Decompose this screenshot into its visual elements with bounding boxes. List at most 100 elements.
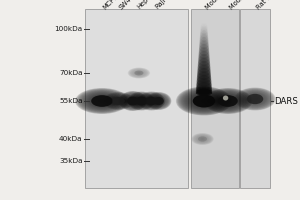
Text: 100kDa: 100kDa — [54, 26, 82, 32]
Ellipse shape — [154, 97, 164, 105]
Ellipse shape — [204, 88, 252, 114]
Ellipse shape — [199, 41, 209, 46]
Ellipse shape — [196, 81, 211, 86]
Ellipse shape — [196, 89, 212, 94]
Ellipse shape — [235, 88, 275, 110]
Ellipse shape — [204, 88, 252, 114]
Ellipse shape — [196, 83, 212, 88]
Ellipse shape — [176, 86, 232, 116]
Ellipse shape — [136, 97, 147, 105]
Ellipse shape — [147, 92, 171, 110]
Ellipse shape — [128, 92, 154, 110]
Bar — [85, 9, 188, 188]
Ellipse shape — [198, 64, 210, 69]
Ellipse shape — [198, 62, 210, 67]
Ellipse shape — [200, 36, 208, 41]
Ellipse shape — [128, 92, 154, 110]
Ellipse shape — [197, 69, 211, 74]
Text: Raji: Raji — [154, 0, 167, 10]
Text: Mouse liver: Mouse liver — [204, 0, 235, 10]
Ellipse shape — [198, 57, 210, 62]
Ellipse shape — [197, 74, 211, 79]
Ellipse shape — [198, 58, 210, 63]
Text: 35kDa: 35kDa — [59, 158, 82, 164]
Text: 55kDa: 55kDa — [59, 98, 82, 104]
Ellipse shape — [119, 91, 147, 111]
Ellipse shape — [119, 92, 146, 110]
Ellipse shape — [199, 44, 209, 49]
Ellipse shape — [197, 76, 211, 81]
Ellipse shape — [204, 88, 252, 114]
Ellipse shape — [205, 89, 251, 113]
Ellipse shape — [198, 55, 210, 60]
Ellipse shape — [193, 94, 215, 108]
Ellipse shape — [138, 92, 165, 110]
Ellipse shape — [76, 89, 128, 113]
Ellipse shape — [119, 91, 147, 111]
Ellipse shape — [197, 78, 211, 83]
Ellipse shape — [176, 87, 232, 115]
Ellipse shape — [76, 88, 129, 114]
Ellipse shape — [112, 97, 125, 105]
Ellipse shape — [146, 92, 172, 110]
Ellipse shape — [197, 72, 211, 77]
Ellipse shape — [197, 71, 211, 76]
Ellipse shape — [200, 38, 208, 43]
Ellipse shape — [200, 37, 208, 42]
Ellipse shape — [199, 52, 209, 57]
Ellipse shape — [200, 34, 208, 39]
Ellipse shape — [177, 87, 231, 115]
Text: Rat liver: Rat liver — [255, 0, 279, 10]
Ellipse shape — [91, 95, 113, 107]
Ellipse shape — [127, 97, 139, 106]
Ellipse shape — [196, 79, 211, 84]
Ellipse shape — [199, 50, 209, 55]
Ellipse shape — [138, 92, 165, 110]
Ellipse shape — [146, 92, 171, 110]
Text: Mouse brain: Mouse brain — [228, 0, 261, 10]
Ellipse shape — [198, 65, 210, 70]
Ellipse shape — [146, 97, 157, 105]
Ellipse shape — [128, 92, 155, 110]
Text: 70kDa: 70kDa — [59, 70, 82, 76]
Bar — [190, 9, 238, 188]
Ellipse shape — [128, 92, 154, 110]
Text: DARS: DARS — [274, 97, 298, 106]
Ellipse shape — [218, 95, 238, 107]
Ellipse shape — [197, 75, 211, 80]
Ellipse shape — [199, 45, 209, 50]
Ellipse shape — [234, 88, 276, 110]
Ellipse shape — [75, 88, 129, 114]
Ellipse shape — [197, 68, 211, 73]
Ellipse shape — [178, 87, 230, 115]
Ellipse shape — [146, 92, 171, 110]
Ellipse shape — [247, 94, 263, 104]
Ellipse shape — [198, 54, 210, 59]
Ellipse shape — [199, 43, 209, 48]
Ellipse shape — [177, 87, 231, 115]
Ellipse shape — [103, 92, 134, 110]
Ellipse shape — [235, 88, 275, 110]
Ellipse shape — [198, 136, 207, 142]
Ellipse shape — [205, 89, 251, 113]
Ellipse shape — [223, 96, 228, 100]
Ellipse shape — [196, 85, 212, 90]
Ellipse shape — [200, 40, 208, 45]
Ellipse shape — [191, 133, 214, 145]
Text: 40kDa: 40kDa — [59, 136, 82, 142]
Ellipse shape — [200, 31, 208, 36]
Ellipse shape — [200, 30, 208, 35]
Ellipse shape — [199, 47, 209, 52]
Ellipse shape — [196, 82, 211, 87]
Text: SW480: SW480 — [118, 0, 139, 10]
Ellipse shape — [76, 88, 128, 114]
Ellipse shape — [77, 89, 127, 113]
Ellipse shape — [198, 61, 210, 66]
Ellipse shape — [103, 92, 134, 110]
Ellipse shape — [200, 33, 208, 38]
Ellipse shape — [134, 71, 143, 75]
Text: MCF7: MCF7 — [102, 0, 119, 10]
Ellipse shape — [196, 88, 212, 93]
Bar — [240, 9, 270, 188]
Ellipse shape — [199, 51, 209, 56]
